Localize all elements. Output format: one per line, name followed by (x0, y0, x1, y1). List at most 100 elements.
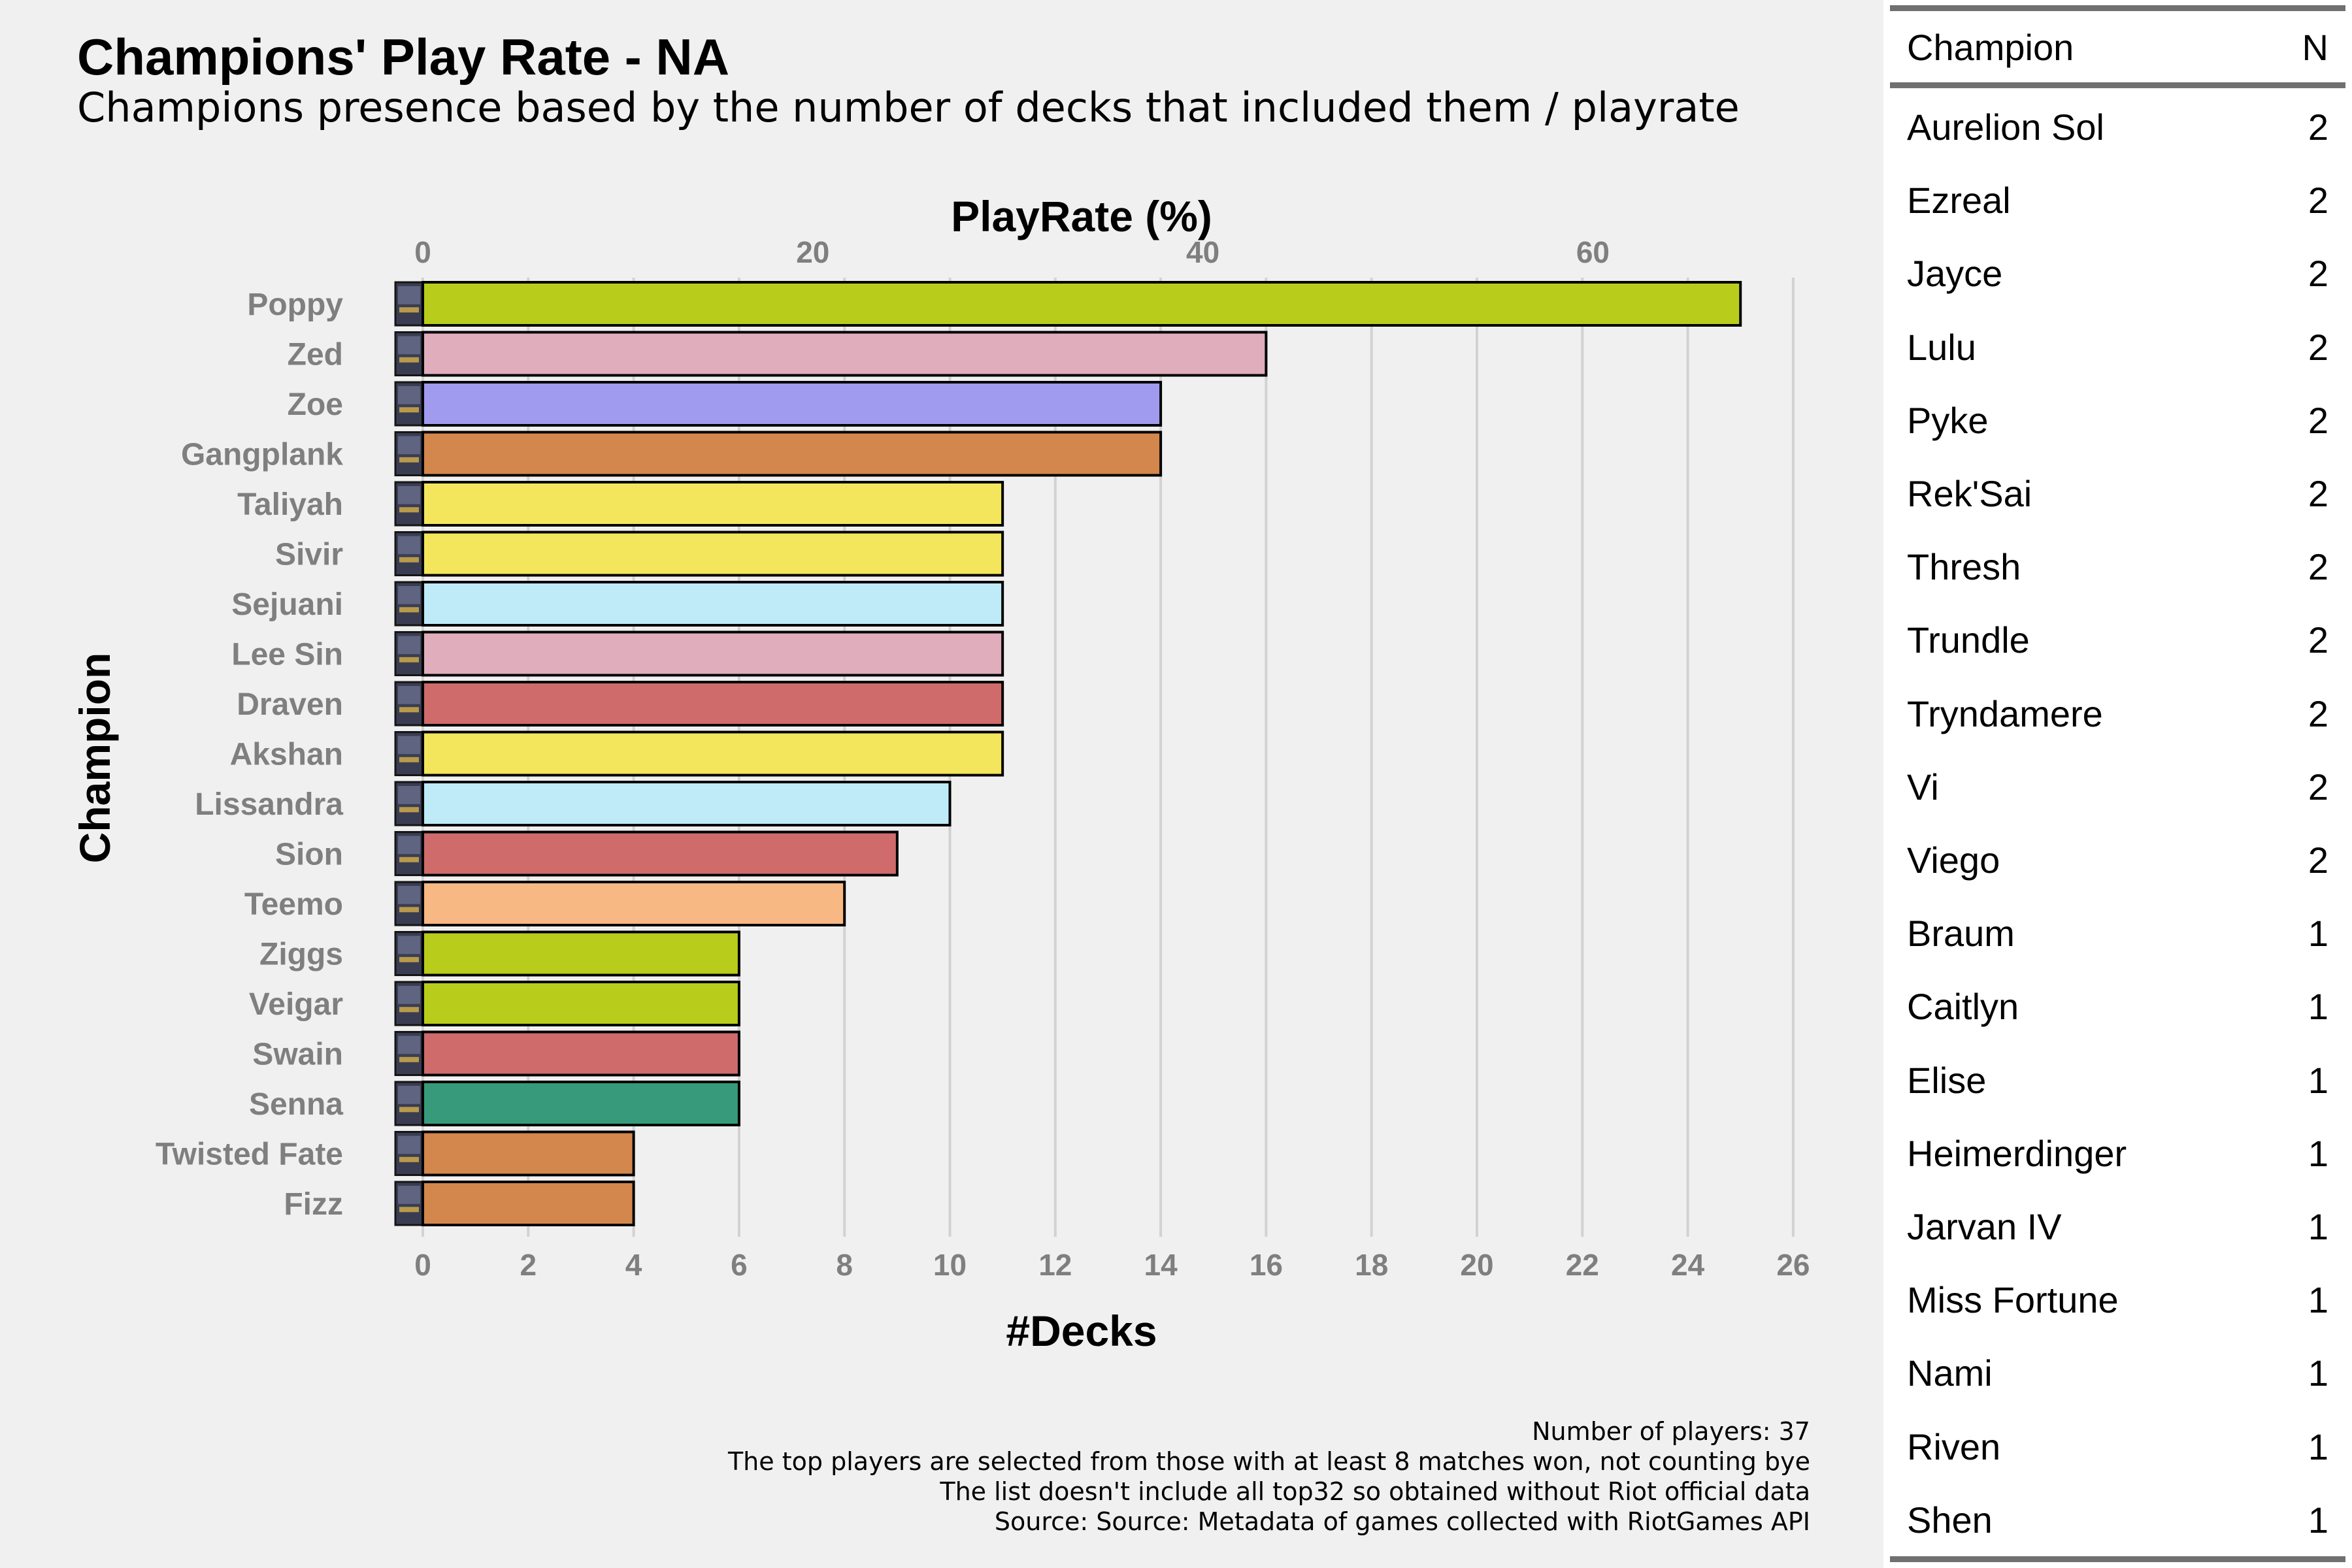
table-cell-champion: Shen (1907, 1499, 1993, 1541)
table-cell-champion: Pyke (1907, 399, 1989, 441)
champion-thumbnail-art (398, 1086, 420, 1104)
champion-thumbnail-banner (399, 307, 419, 313)
x-tick-label: 20 (1460, 1248, 1493, 1282)
champion-thumbnail-art (398, 386, 420, 404)
table-cell-n: 2 (2308, 399, 2328, 441)
category-label: Twisted Fate (156, 1137, 343, 1172)
table-cell-n: 2 (2308, 180, 2328, 221)
table-cell-n: 1 (2308, 1206, 2328, 1247)
table-cell-champion: Elise (1907, 1059, 1987, 1101)
bar (422, 481, 1004, 527)
bar (422, 531, 1004, 577)
category-label: Senna (249, 1087, 343, 1122)
bar (422, 881, 846, 926)
x-tick-label: 8 (836, 1248, 853, 1282)
champion-thumbnail-art (398, 886, 420, 904)
champion-thumbnail-banner (399, 1156, 419, 1162)
category-label: Swain (252, 1037, 343, 1072)
champion-thumbnail-banner (399, 707, 419, 713)
table-cell-n: 2 (2308, 619, 2328, 661)
champion-thumbnail-art (398, 986, 420, 1004)
x-axis-title: #Decks (1006, 1307, 1157, 1355)
bar (422, 1081, 740, 1126)
caption-line-selection: The top players are selected from those … (727, 1447, 1810, 1476)
bar (422, 630, 1004, 677)
category-label: Sejuani (231, 587, 343, 622)
bar (422, 431, 1163, 477)
table-cell-n: 2 (2308, 106, 2328, 148)
category-label: Lee Sin (231, 638, 343, 672)
secondary-tick-label: 20 (796, 235, 829, 269)
champion-thumbnail-banner (399, 857, 419, 862)
bar-chart: Poppy Zed Zoe Gangplank Taliyah Sivir Sejuani L… (71, 192, 1810, 1355)
x-tick-label: 18 (1355, 1248, 1388, 1282)
champion-thumbnail-banner (399, 956, 419, 962)
category-label: Ziggs (259, 938, 343, 972)
champion-thumbnail-banner (399, 557, 419, 563)
bar (422, 1130, 635, 1177)
champion-thumbnail-banner (399, 407, 419, 413)
x-tick-label: 26 (1776, 1248, 1810, 1282)
category-label: Akshan (230, 738, 343, 772)
champion-thumbnail-art (398, 436, 420, 455)
champion-thumbnail-art (398, 1135, 420, 1154)
caption: Number of players: 37 The top players ar… (728, 1416, 1810, 1537)
caption-line-players: Number of players: 37 (1532, 1417, 1810, 1446)
table-cell-n: 1 (2308, 913, 2328, 955)
table-cell-n: 1 (2308, 1499, 2328, 1541)
champion-thumbnail-banner (399, 907, 419, 913)
table-cell-n: 2 (2308, 766, 2328, 808)
table-cell-champion: Jayce (1907, 253, 2003, 295)
table-cell-champion: Viego (1907, 840, 2000, 881)
champion-thumbnail-banner (399, 1007, 419, 1013)
category-label: Teemo (244, 887, 343, 922)
champion-thumbnail-art (398, 336, 420, 355)
champion-thumbnail-art (398, 836, 420, 855)
table-cell-n: 1 (2308, 1352, 2328, 1394)
x-tick-label: 6 (731, 1248, 748, 1282)
y-axis-title: Champion (71, 653, 119, 864)
champion-thumbnail-banner (399, 1107, 419, 1113)
champion-thumbnail-banner (399, 807, 419, 813)
category-label: Veigar (249, 987, 343, 1022)
champion-thumbnail-banner (399, 457, 419, 463)
category-label: Sion (275, 838, 343, 872)
category-label: Sivir (275, 538, 343, 572)
table-cell-champion: Trundle (1907, 619, 2030, 661)
x-tick-label: 14 (1144, 1248, 1178, 1282)
table-header-n: N (2302, 27, 2328, 68)
table-cell-champion: Thresh (1907, 546, 2021, 588)
champion-thumbnail-art (398, 786, 420, 804)
champion-thumbnail-banner (399, 357, 419, 363)
x-tick-label: 4 (625, 1248, 642, 1282)
bar (422, 331, 1268, 377)
table-cell-champion: Rek'Sai (1907, 473, 2032, 514)
secondary-tick-label: 0 (414, 235, 431, 269)
champion-thumbnail-banner (399, 1056, 419, 1062)
champion-thumbnail-art (398, 936, 420, 955)
secondary-axis-title: PlayRate (%) (951, 192, 1212, 240)
category-label: Lissandra (195, 787, 343, 822)
table-cell-champion: Nami (1907, 1352, 1993, 1394)
chart-panel: Champions' Play Rate - NA Champions pres… (71, 28, 1810, 1537)
table-cell-n: 2 (2308, 253, 2328, 295)
bar (422, 581, 1004, 627)
champion-thumbnail-banner (399, 757, 419, 762)
category-label: Taliyah (237, 487, 343, 522)
table-header-champion: Champion (1907, 27, 2074, 68)
champion-thumbnail-banner (399, 1207, 419, 1213)
champion-thumbnail-art (398, 536, 420, 555)
champion-thumbnail-art (398, 736, 420, 755)
champion-table: Champion N Aurelion Sol 2 Ezreal 2 Jayce 2 Lul… (1883, 0, 2352, 1568)
category-label: Fizz (284, 1187, 343, 1222)
bar (422, 830, 899, 877)
chart-subtitle: Champions presence based by the number o… (77, 84, 1740, 131)
champion-thumbnail-banner (399, 657, 419, 662)
champion-thumbnail-art (398, 586, 420, 604)
table-cell-champion: Vi (1907, 766, 1939, 808)
bar (422, 281, 1742, 327)
table-cell-champion: Tryndamere (1907, 693, 2103, 734)
table-cell-n: 2 (2308, 546, 2328, 588)
bar (422, 930, 740, 977)
table-cell-n: 2 (2308, 693, 2328, 734)
